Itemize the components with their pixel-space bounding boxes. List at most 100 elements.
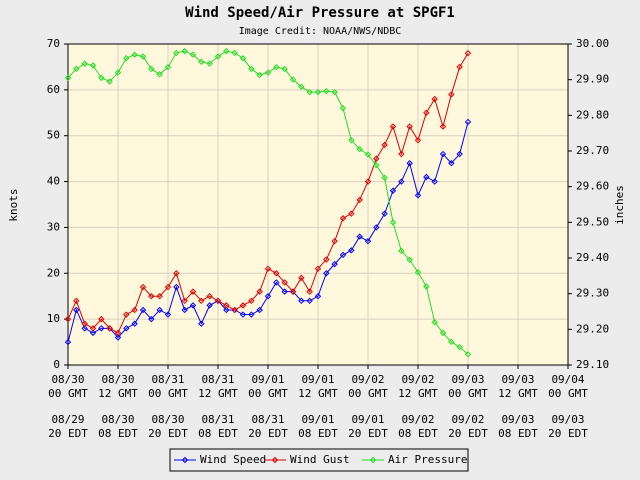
data-point: [439, 329, 447, 337]
x-tick-label-local: 09/02: [451, 413, 484, 426]
x-tick-label: 09/01: [301, 373, 334, 386]
data-point: [89, 325, 97, 332]
data-point: [239, 311, 247, 318]
data-point: [181, 297, 188, 305]
y-tick-label: 10: [47, 312, 60, 325]
x-tick-label: 12 GMT: [198, 387, 238, 400]
data-point: [164, 311, 172, 318]
x-tick-label-local: 08 EDT: [198, 427, 238, 440]
data-point: [414, 269, 422, 276]
data-point: [306, 288, 313, 295]
data-point: [314, 265, 322, 272]
x-tick-label-local: 08/30: [101, 413, 134, 426]
data-point: [423, 173, 430, 181]
x-tick-label: 00 GMT: [248, 387, 288, 400]
y-tick-label: 70: [47, 37, 60, 50]
x-tick-label-local: 20 EDT: [548, 427, 588, 440]
data-point: [356, 233, 363, 240]
legend-swatch: [271, 456, 279, 464]
data-point: [398, 150, 405, 158]
data-point: [214, 297, 222, 305]
x-tick-label-local: 08 EDT: [498, 427, 538, 440]
data-point: [273, 63, 280, 71]
data-point: [281, 279, 288, 286]
data-point: [289, 288, 297, 295]
data-point: [389, 187, 397, 194]
data-point: [339, 104, 347, 112]
data-point: [289, 76, 297, 83]
data-point: [348, 137, 355, 144]
data-point: [164, 283, 172, 291]
data-point: [364, 237, 372, 245]
data-point: [314, 88, 322, 96]
x-tick-label-local: 20 EDT: [348, 427, 388, 440]
y2-tick-label: 30.00: [576, 37, 609, 50]
x-tick-label: 09/03: [451, 373, 484, 386]
x-tick-label-local: 20 EDT: [448, 427, 488, 440]
x-tick-label-local: 09/02: [401, 413, 434, 426]
data-point: [139, 53, 147, 60]
data-point: [439, 150, 447, 158]
data-point: [331, 260, 338, 268]
data-point: [306, 88, 313, 96]
data-point: [148, 315, 155, 323]
x-tick-label: 00 GMT: [548, 387, 588, 400]
legend-label: Wind Speed: [200, 453, 266, 466]
y-tick-label: 40: [47, 175, 60, 188]
data-point: [306, 297, 313, 305]
x-tick-label-local: 09/03: [501, 413, 534, 426]
data-point: [231, 306, 238, 314]
data-point: [423, 109, 430, 116]
data-point: [389, 123, 397, 130]
data-point: [239, 302, 247, 309]
data-point: [389, 219, 397, 226]
data-point: [131, 320, 138, 327]
data-point: [156, 71, 163, 78]
data-point: [73, 297, 80, 305]
data-point: [464, 351, 472, 358]
x-tick-label: 12 GMT: [498, 387, 538, 400]
data-point: [139, 283, 147, 291]
data-point: [448, 160, 455, 167]
data-point: [339, 215, 347, 222]
data-point: [173, 283, 180, 291]
data-point: [173, 270, 180, 277]
data-point: [464, 49, 472, 57]
data-point: [181, 47, 188, 55]
data-point: [323, 87, 330, 95]
y2-tick-label: 29.50: [576, 215, 609, 228]
data-point: [339, 251, 347, 259]
data-point: [73, 65, 80, 73]
data-point: [223, 306, 230, 314]
y2-tick-label: 29.40: [576, 251, 609, 264]
data-point: [148, 293, 155, 300]
legend-label: Wind Gust: [290, 453, 350, 466]
data-point: [281, 65, 288, 73]
data-point: [364, 178, 372, 185]
data-point: [406, 123, 413, 130]
data-point: [356, 146, 363, 153]
x-tick-label-local: 08/30: [151, 413, 184, 426]
series-line: [67, 121, 469, 343]
data-point: [206, 293, 213, 300]
y-tick-label: 20: [47, 266, 60, 279]
y2-tick-label: 29.20: [576, 322, 609, 335]
x-tick-label: 09/02: [401, 373, 434, 386]
data-point: [214, 53, 222, 60]
data-point: [264, 293, 272, 300]
x-tick-label: 12 GMT: [98, 387, 138, 400]
data-point: [248, 311, 255, 318]
data-point: [414, 192, 422, 199]
data-point: [123, 325, 130, 332]
chart-subtitle: Image Credit: NOAA/NWS/NDBC: [239, 26, 402, 37]
data-point: [298, 274, 305, 282]
x-tick-label: 00 GMT: [448, 387, 488, 400]
data-point: [406, 160, 413, 167]
data-point: [273, 270, 280, 277]
legend-swatch: [369, 456, 377, 464]
x-tick-label: 00 GMT: [148, 387, 188, 400]
data-point: [173, 49, 180, 57]
data-point: [381, 210, 388, 217]
data-point: [198, 320, 205, 327]
y-tick-label: 60: [47, 83, 60, 96]
